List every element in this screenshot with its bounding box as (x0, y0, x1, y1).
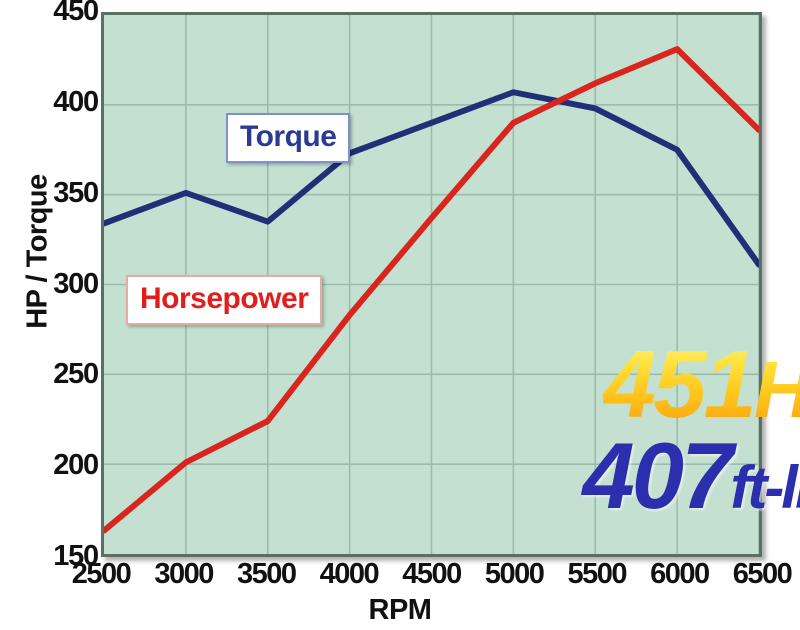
y-tick-350: 350 (53, 176, 99, 209)
x-tick-5000: 5000 (484, 558, 545, 590)
y-tick-250: 250 (53, 358, 99, 391)
x-tick-4500: 4500 (402, 558, 462, 590)
x-tick-5500: 5500 (567, 558, 627, 590)
x-tick-4000: 4000 (319, 558, 380, 590)
y-tick-300: 300 (53, 267, 99, 300)
plot-svg (104, 15, 759, 554)
series-lines (104, 46, 759, 534)
x-tick-3000: 3000 (154, 558, 214, 590)
x-tick-6000: 6000 (650, 558, 710, 590)
legend-label-horsepower: Horsepower (126, 275, 323, 325)
legend-label-torque: Torque (226, 113, 351, 163)
plot-area: Torque Horsepower 451HP 451HP 407ft-lbs (101, 12, 800, 557)
x-axis-title: RPM (368, 594, 432, 626)
y-tick-200: 200 (53, 449, 99, 482)
y-tick-400: 400 (53, 85, 99, 118)
x-tick-6500: 6500 (732, 558, 793, 590)
callout-hp-unit-outline: HP (750, 345, 800, 434)
callout-hp-unit: HP (754, 345, 800, 434)
x-tick-3500: 3500 (236, 558, 297, 590)
series-line-torque (104, 89, 759, 268)
y-tick-150: 150 (53, 540, 99, 572)
y-axis-tick-labels: 450 400 350 300 250 200 150 (0, 0, 99, 630)
y-tick-450: 450 (53, 0, 99, 27)
x-tick-2500: 2500 (71, 558, 132, 590)
x-axis-tick-labels: 2500 3000 3500 4000 4500 5000 5500 6000 6500 (0, 560, 800, 600)
series-line-horsepower (104, 46, 759, 534)
